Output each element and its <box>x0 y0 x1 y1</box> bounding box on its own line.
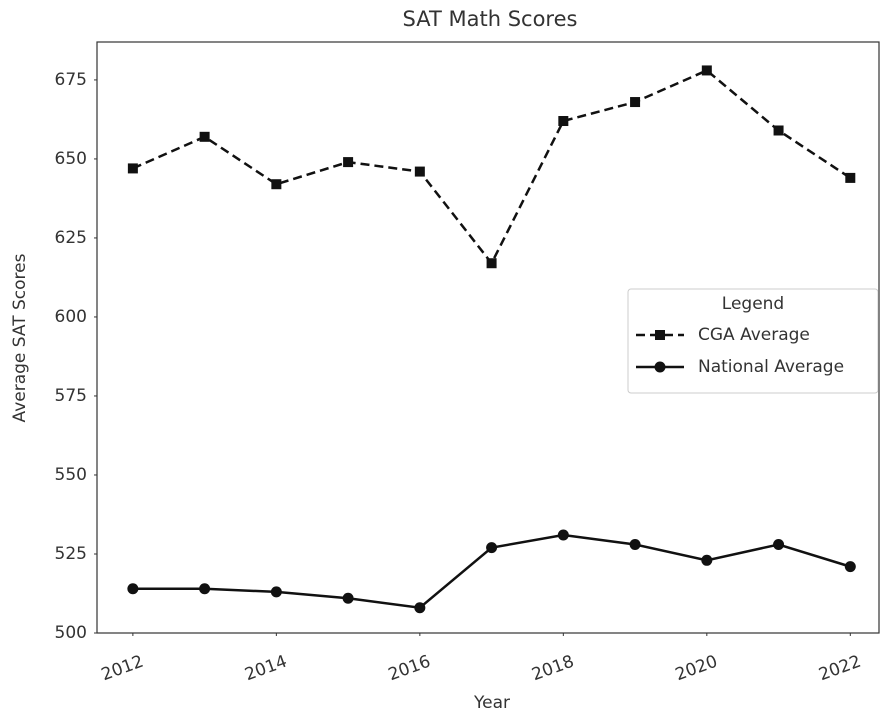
marker <box>558 116 569 127</box>
y-tick-label: 500 <box>55 623 87 643</box>
marker <box>414 166 425 177</box>
y-tick-label: 575 <box>55 386 87 406</box>
marker <box>199 583 211 595</box>
x-tick-label: 2016 <box>386 652 433 686</box>
marker <box>414 602 426 614</box>
y-tick-label: 650 <box>55 149 87 169</box>
marker <box>486 542 498 554</box>
y-tick-label: 625 <box>55 228 87 248</box>
legend: Legend CGA Average National Average <box>627 288 879 394</box>
chart-title: SAT Math Scores <box>403 7 578 31</box>
x-tick-label: 2012 <box>99 652 146 686</box>
marker <box>701 554 713 566</box>
y-tick-label: 525 <box>55 544 87 564</box>
marker <box>701 65 712 76</box>
marker <box>343 157 354 168</box>
series-line <box>132 68 851 266</box>
marker <box>271 179 282 190</box>
y-axis-label: Average SAT Scores <box>10 253 30 422</box>
x-tick-label: 2022 <box>816 652 863 686</box>
plot-frame <box>96 41 880 634</box>
legend-title: Legend <box>722 294 784 314</box>
legend-marker <box>655 330 665 340</box>
legend-label: National Average <box>698 357 844 377</box>
marker <box>773 539 785 551</box>
y-tick-label: 600 <box>55 307 87 327</box>
y-tick-label: 550 <box>55 465 87 485</box>
x-tick-label: 2014 <box>242 652 289 686</box>
marker <box>127 163 138 174</box>
y-tick-label: 675 <box>55 70 87 90</box>
marker <box>629 539 641 551</box>
marker <box>127 583 139 595</box>
x-tick-label: 2020 <box>673 652 720 686</box>
marker <box>486 258 497 269</box>
legend-label: CGA Average <box>698 325 810 345</box>
marker <box>342 592 354 604</box>
marker <box>199 131 210 142</box>
marker <box>630 97 641 108</box>
marker <box>557 529 569 541</box>
legend-marker <box>654 361 666 373</box>
marker <box>844 561 856 573</box>
legend-box <box>627 288 879 394</box>
x-tick-label: 2018 <box>529 652 576 686</box>
marker <box>773 125 784 136</box>
marker <box>845 172 856 183</box>
marker <box>270 586 282 598</box>
x-axis-label: Year <box>473 693 510 713</box>
